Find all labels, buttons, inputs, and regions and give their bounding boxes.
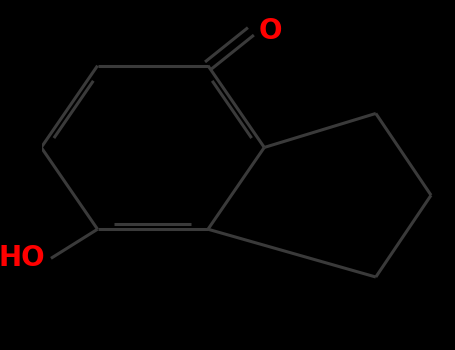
Text: HO: HO	[0, 244, 45, 272]
Text: O: O	[258, 18, 282, 46]
